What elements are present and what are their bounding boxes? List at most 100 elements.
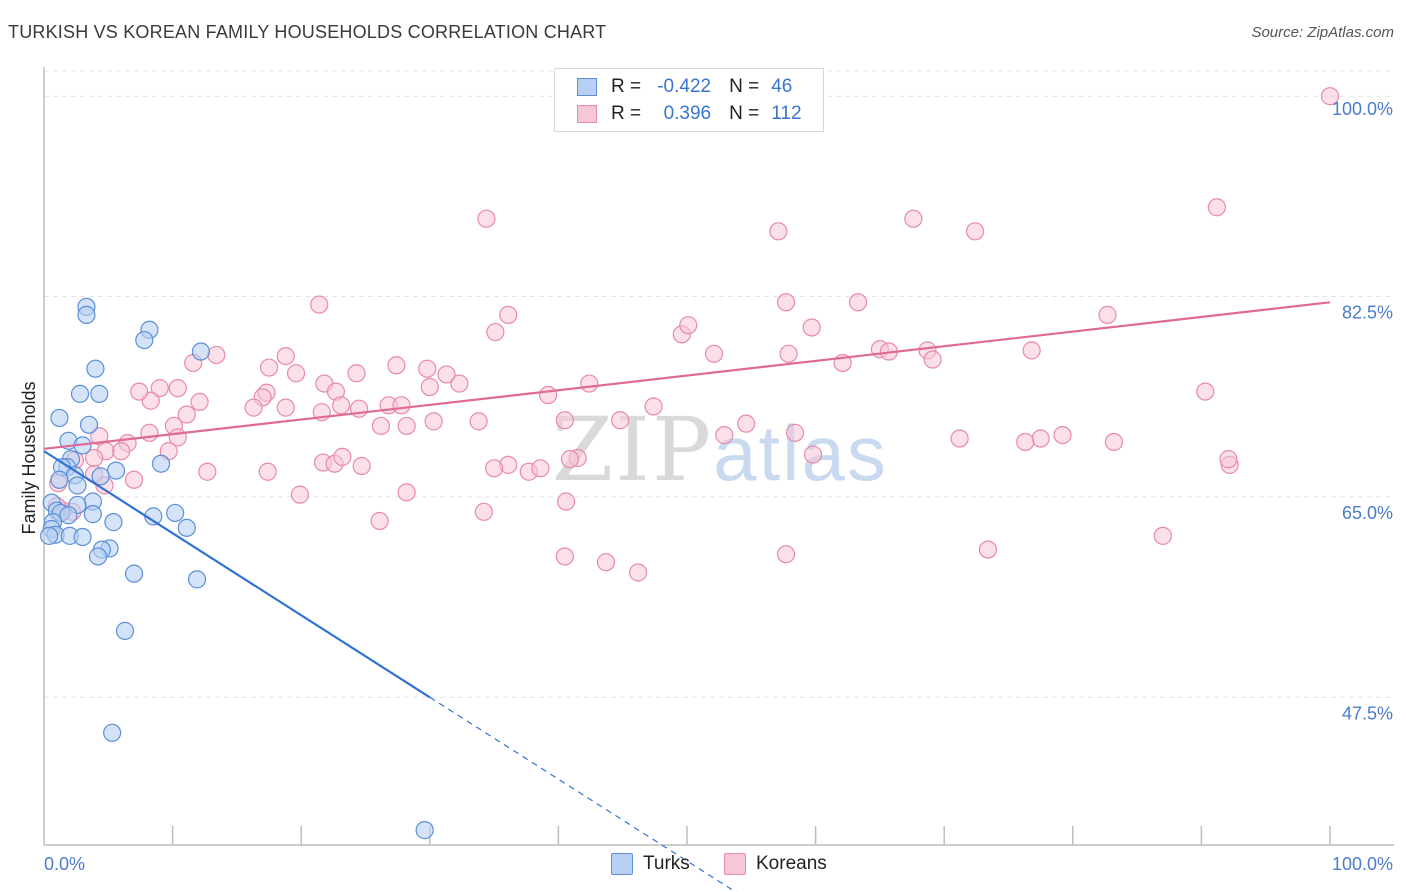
korean-point [737,414,756,433]
korean-point [290,485,310,504]
korean-point [715,426,734,445]
turk-point [90,384,109,403]
korean-point [557,492,576,511]
turk-point [135,330,154,350]
korean-point [124,470,144,489]
axes [43,67,1394,846]
korean-point [611,411,630,430]
turk-point [115,621,135,640]
turk-point [79,415,99,434]
turk-point [106,461,126,480]
korean-point [679,316,698,335]
korean-point [848,293,868,312]
korean-point [923,350,942,369]
korean-point [150,379,169,398]
korean-point [168,379,187,398]
turks-legend-label: Turks [643,853,690,874]
korean-point [802,318,821,337]
korean-point [437,365,456,384]
korean-point [555,411,574,430]
turk-point [177,518,196,537]
korean-point [965,222,985,241]
korean-point [85,448,104,468]
koreans-swatch [577,105,597,123]
korean-point [596,553,616,572]
korean-point [477,209,496,228]
korean-point [1098,305,1117,324]
korean-point [1196,382,1215,401]
legend-item-koreans[interactable]: Koreans [724,852,827,876]
turk-point [104,513,123,532]
korean-point [244,398,263,417]
turk-point [68,476,87,495]
korean-point [420,377,439,397]
korean-point [397,483,416,502]
source-label: Source: ZipAtlas.com [1251,24,1394,41]
legend-item-turks[interactable]: Turks [611,852,690,876]
turks-legend-swatch [611,853,633,875]
korean-point [258,462,277,481]
korean-point [177,405,196,424]
korean-point [555,547,574,566]
turks-swatch [577,78,597,96]
korean-point [397,416,416,436]
turk-point [151,454,171,473]
korean-point [198,462,217,481]
korean-point [207,345,226,365]
turks-trend-line [43,450,431,699]
turk-point [88,547,108,566]
trend-lines [43,301,1331,892]
legend-n-label: N = [729,76,760,97]
korean-point [331,396,351,415]
korean-point [474,502,493,521]
korean-point [1219,450,1238,469]
korean-point [418,359,437,378]
x-tick-label: 0.0% [44,854,85,874]
korean-point [310,295,329,314]
turk-point [191,342,210,361]
korean-point [1016,432,1035,452]
turks-r-value: -0.422 [657,76,712,97]
korean-point [776,293,796,312]
korean-point [276,398,295,417]
korean-point [469,412,488,431]
turk-point [70,384,90,403]
korean-point [371,416,391,436]
korean-point [776,545,796,564]
korean-point [1031,429,1050,448]
x-tick-label: 100.0% [1332,854,1393,874]
korean-point [769,222,788,241]
turk-point [124,564,144,583]
grid-lines [44,70,1394,698]
koreans-legend-label: Koreans [756,853,827,874]
correlation-legend: R = -0.422 N = 46 R = 0.396 N = 112 [554,68,824,132]
korean-point [347,364,366,383]
legend-row-turks: R = -0.422 N = 46 [577,73,792,101]
legend-r-label: R = [611,76,642,97]
y-axis-title: Family Households [19,381,39,534]
korean-point [130,382,149,401]
koreans-trend-line [43,301,1331,450]
korean-point [485,459,504,478]
korean-point [190,392,209,411]
koreans-points [47,87,1340,582]
korean-point [531,459,550,478]
turk-point [86,359,105,378]
korean-point [785,423,805,442]
korean-point [629,563,648,582]
turks-points [40,297,434,840]
korean-point [1053,426,1072,445]
turk-point [59,506,78,525]
korean-point [1207,198,1226,217]
chart-title: TURKISH VS KOREAN FAMILY HOUSEHOLDS CORR… [8,22,607,42]
korean-point [1153,526,1172,545]
turk-point [50,470,69,489]
korean-point [276,346,295,366]
turk-point [77,305,96,324]
korean-point [978,540,998,559]
turk-point [73,527,92,547]
turk-point [415,821,434,840]
korean-point [392,396,411,415]
korean-point [352,456,371,476]
